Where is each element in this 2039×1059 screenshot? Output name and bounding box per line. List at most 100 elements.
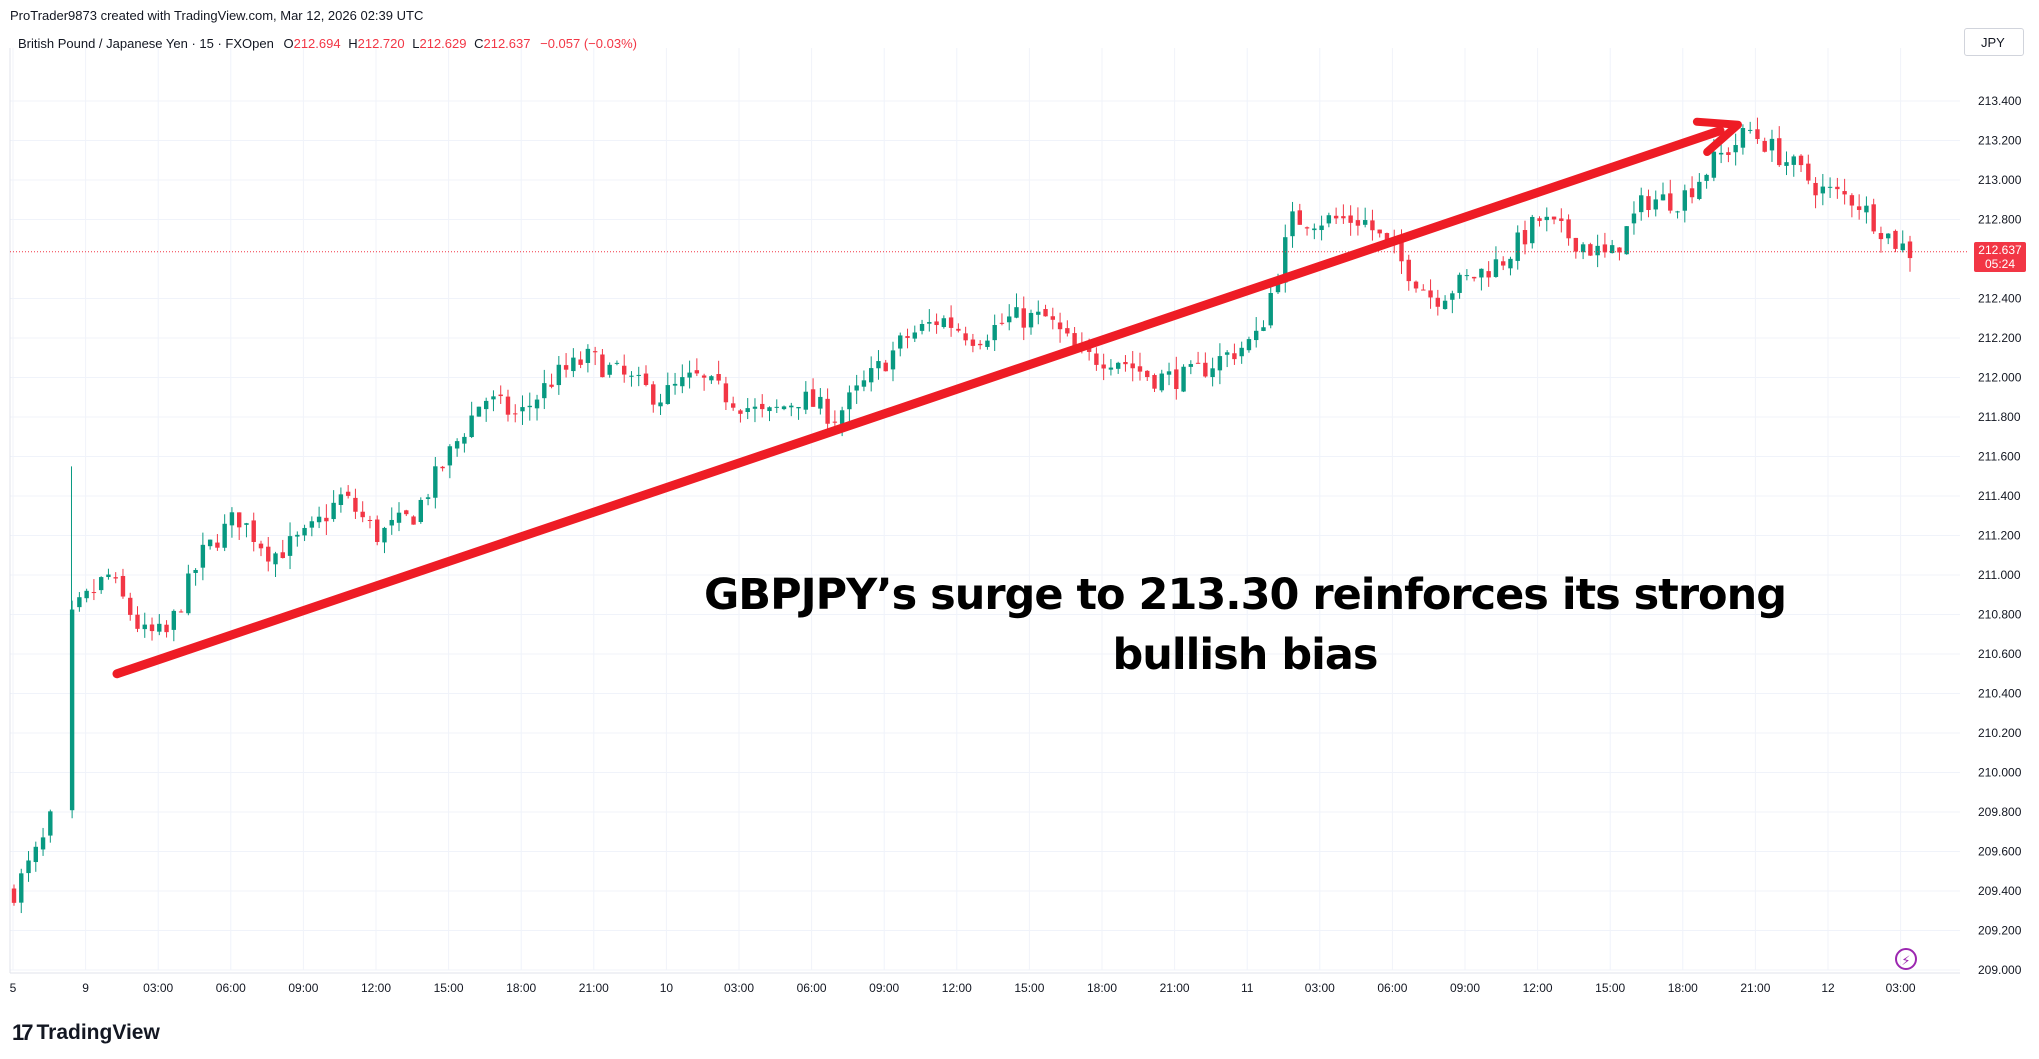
- candle-body: [1893, 230, 1898, 249]
- price-tick-label: 212.400: [1978, 292, 2022, 306]
- candle-body: [781, 406, 787, 410]
- candle-body: [1246, 339, 1252, 351]
- candle-body: [1900, 243, 1905, 251]
- price-tick-label: 211.400: [1978, 489, 2021, 503]
- candle-body: [1835, 186, 1840, 190]
- candle-body: [19, 873, 24, 903]
- candle-body: [11, 888, 17, 903]
- time-tick-label: 21:00: [1160, 981, 1190, 995]
- candle-body: [244, 523, 249, 525]
- candle-body: [476, 406, 482, 417]
- candle-body: [694, 370, 700, 374]
- price-tick-label: 210.200: [1978, 726, 2022, 740]
- price-tick-label: 210.000: [1978, 766, 2022, 780]
- candle-body: [331, 502, 336, 520]
- time-tick-label: 18:00: [1087, 981, 1117, 995]
- price-tick-label: 210.600: [1978, 647, 2022, 661]
- time-axis[interactable]: 5 9 03:00 06:00 09:00 12:00 15:00 18:00 21:00 10 0…: [10, 981, 1916, 995]
- candle-body: [1660, 194, 1666, 201]
- time-tick-label: 18:00: [1668, 981, 1698, 995]
- candle-body: [1174, 369, 1179, 390]
- candle-body: [1806, 163, 1811, 181]
- candle-body: [353, 497, 358, 512]
- candle-body: [382, 527, 387, 543]
- time-tick-label: 03:00: [724, 981, 754, 995]
- candle-body: [411, 516, 416, 525]
- candle-body: [1471, 276, 1477, 279]
- candle-body: [1370, 220, 1375, 231]
- candle-body: [1341, 216, 1346, 219]
- time-tick-label: 18:00: [506, 981, 536, 995]
- candle-body: [1689, 188, 1695, 198]
- candle-body: [1159, 373, 1164, 391]
- price-axis[interactable]: 213.400 213.200 213.000 212.800 212.400 212.2…: [1978, 94, 2022, 977]
- candle-body: [1886, 233, 1891, 239]
- candle-body: [622, 365, 627, 375]
- candle-body: [1813, 182, 1818, 196]
- candle-body: [1384, 233, 1390, 240]
- candle-body: [513, 413, 518, 415]
- lightning-icon[interactable]: ⚡: [1895, 948, 1917, 970]
- candle-body: [1261, 327, 1266, 331]
- candle-body: [1188, 364, 1194, 367]
- candle-body: [977, 343, 983, 346]
- symbol-legend[interactable]: British Pound / Japanese Yen · 15 · FXOp…: [18, 36, 637, 51]
- candle-body: [934, 321, 939, 326]
- candle-body: [1551, 216, 1557, 220]
- candle-body: [1399, 241, 1404, 262]
- time-tick-label: 10: [660, 981, 674, 995]
- currency-selector[interactable]: JPY: [1964, 28, 2024, 56]
- candle-body: [1355, 220, 1361, 226]
- candle-body: [767, 407, 772, 412]
- time-tick-label: 12: [1821, 981, 1835, 995]
- tradingview-logo[interactable]: 17 TradingView: [12, 1020, 160, 1046]
- candle-body: [324, 517, 329, 522]
- candle-body: [738, 410, 743, 414]
- candle-body: [287, 536, 293, 556]
- candle-body: [1820, 186, 1826, 194]
- candle-body: [607, 364, 612, 375]
- candle-body: [534, 399, 540, 409]
- chart-annotation: GBPJPY’s surge to 213.30 reinforces its …: [704, 570, 1787, 680]
- candle-body: [1057, 322, 1063, 330]
- bar-countdown: 05:24: [1984, 256, 2016, 271]
- candle-body: [149, 624, 155, 632]
- candle-body: [1166, 371, 1172, 375]
- time-tick-label: 21:00: [579, 981, 609, 995]
- trend-arrow-shaft: [112, 126, 1725, 679]
- candle-body: [491, 396, 496, 400]
- candle-body: [890, 350, 896, 370]
- candle-body: [1733, 145, 1738, 153]
- candle-body: [585, 348, 591, 363]
- candle-body: [1203, 362, 1208, 377]
- candle-body: [1617, 247, 1622, 253]
- candle-body: [1530, 216, 1535, 244]
- candle-body: [687, 372, 692, 378]
- candle-body: [1711, 151, 1717, 178]
- candle-body: [1101, 364, 1106, 369]
- candle-body: [48, 811, 53, 836]
- last-price-value: 212.637: [1978, 242, 2022, 257]
- candle-body: [796, 406, 801, 409]
- candle-body: [1580, 244, 1586, 253]
- candle-body: [898, 335, 903, 349]
- time-tick-label: 12:00: [942, 981, 972, 995]
- candle-body: [1646, 196, 1651, 211]
- candle-body: [1537, 218, 1542, 221]
- symbol-name: British Pound / Japanese Yen · 15 · FXOp…: [18, 36, 274, 51]
- candle-body: [1326, 215, 1332, 224]
- candle-body: [207, 539, 213, 547]
- candle-body: [1065, 328, 1070, 334]
- candles: [11, 117, 1913, 914]
- price-tick-label: 210.800: [1978, 608, 2022, 622]
- candle-body: [571, 357, 576, 372]
- candle-body: [1508, 258, 1513, 269]
- candle-body: [40, 837, 46, 850]
- candle-body: [1653, 199, 1658, 210]
- price-tick-label: 209.400: [1978, 884, 2022, 898]
- candle-body: [1515, 232, 1520, 261]
- candle-body: [1036, 311, 1041, 315]
- price-tick-label: 209.600: [1978, 845, 2022, 859]
- candle-body: [186, 573, 191, 614]
